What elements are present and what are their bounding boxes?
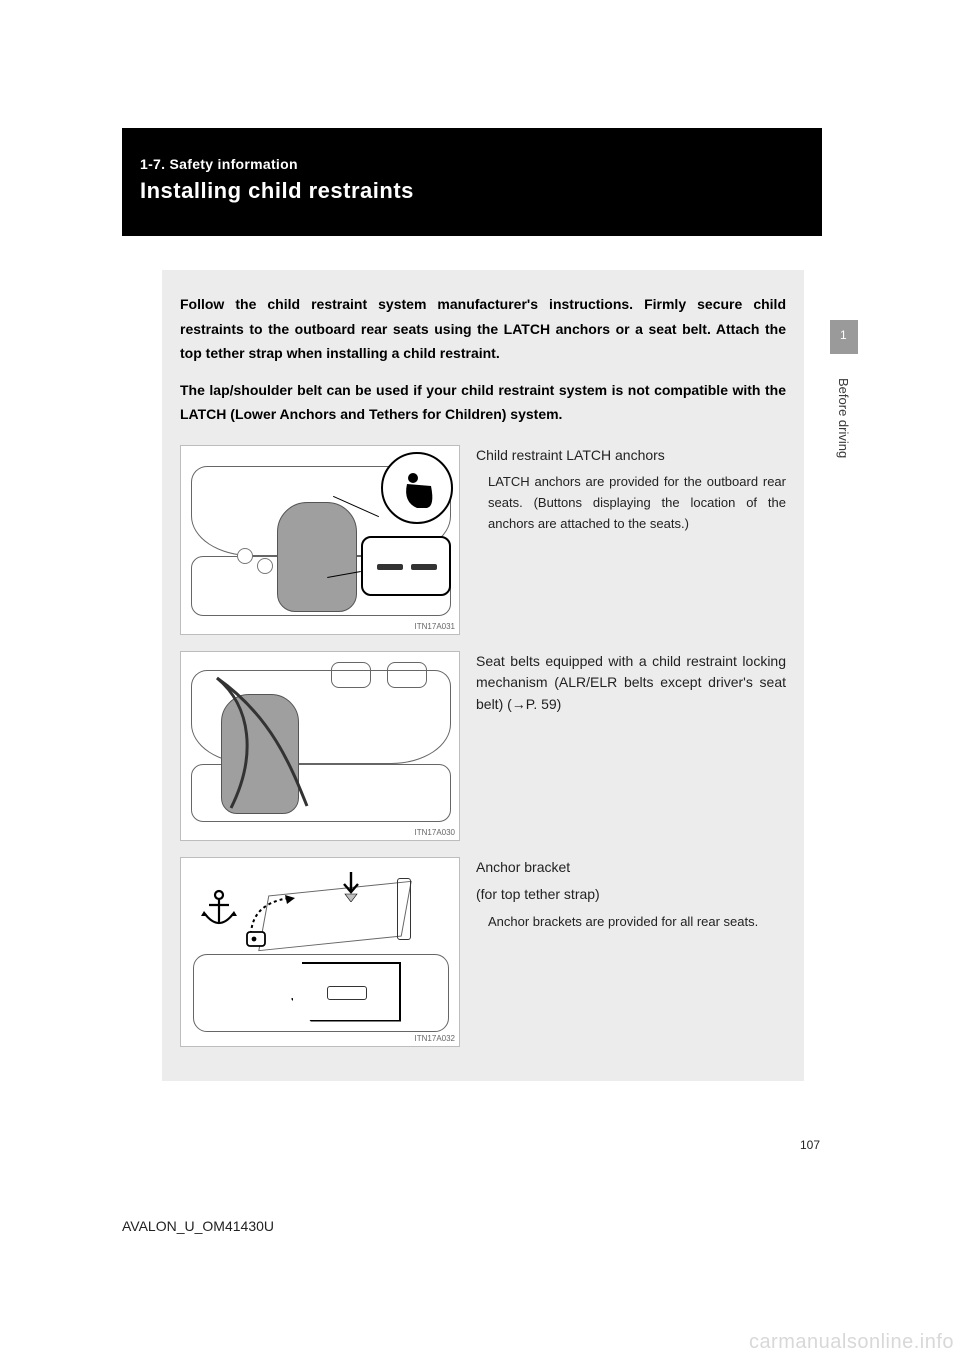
intro-paragraph-1: Follow the child restraint system manufa…	[180, 292, 786, 366]
figure-seat-belt: ITN17A030	[180, 651, 460, 841]
intro-block: Follow the child restraint system manufa…	[180, 292, 786, 427]
entry-text: Child restraint LATCH anchors LATCH anch…	[476, 445, 786, 635]
entry-row: ITN17A032 Anchor bracket (for top tether…	[180, 857, 786, 1047]
page-title: Installing child restraints	[140, 178, 804, 204]
figure-code: ITN17A030	[415, 828, 455, 837]
child-seat-icon	[381, 452, 453, 524]
down-arrow-icon	[341, 872, 361, 902]
entry-row: ITN17A031 Child restraint LATCH anchors …	[180, 445, 786, 635]
entry-sub: Anchor brackets are provided for all rea…	[488, 912, 786, 933]
watermark: carmanualsonline.info	[749, 1331, 954, 1354]
entry-lead-2: (for top tether strap)	[476, 884, 786, 906]
page-content: 1-7. Safety information Installing child…	[122, 128, 822, 1081]
entries: ITN17A031 Child restraint LATCH anchors …	[180, 445, 786, 1047]
chapter-label: Before driving	[836, 378, 851, 458]
chapter-number: 1	[840, 328, 847, 342]
page-number: 107	[800, 1138, 820, 1152]
entry-sub: LATCH anchors are provided for the outbo…	[488, 472, 786, 534]
document-id: AVALON_U_OM41430U	[122, 1218, 274, 1234]
entry-text: Seat belts equipped with a child restrai…	[476, 651, 786, 841]
section-number: 1-7. Safety information	[140, 156, 804, 172]
tether-arc-icon	[245, 892, 301, 948]
entry-lead: Anchor bracket	[476, 857, 786, 879]
anchor-icon	[199, 888, 239, 932]
figure-latch-anchors: ITN17A031	[180, 445, 460, 635]
content-box: Follow the child restraint system manufa…	[162, 270, 804, 1081]
entry-row: ITN17A030 Seat belts equipped with a chi…	[180, 651, 786, 841]
figure-anchor-bracket: ITN17A032	[180, 857, 460, 1047]
entry-lead: Seat belts equipped with a child restrai…	[476, 651, 786, 716]
title-band: 1-7. Safety information Installing child…	[122, 128, 822, 236]
entry-text: Anchor bracket (for top tether strap) An…	[476, 857, 786, 1047]
intro-paragraph-2: The lap/shoulder belt can be used if you…	[180, 378, 786, 427]
anchor-slot-callout	[361, 536, 451, 596]
figure-code: ITN17A032	[415, 1034, 455, 1043]
figure-code: ITN17A031	[415, 622, 455, 631]
entry-lead: Child restraint LATCH anchors	[476, 445, 786, 467]
